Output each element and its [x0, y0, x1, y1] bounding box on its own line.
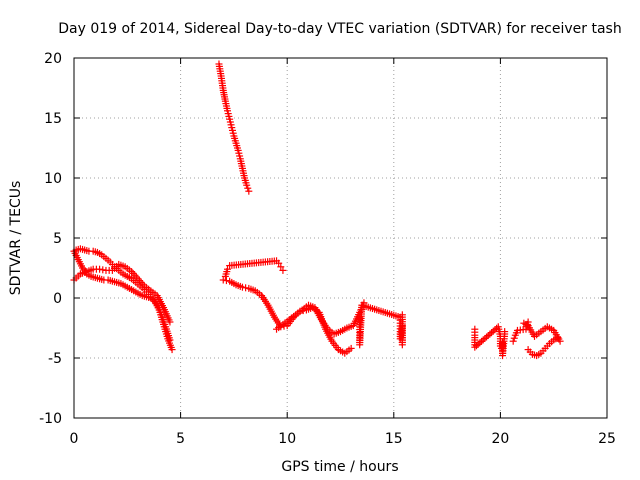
data-point	[166, 318, 174, 326]
grid	[74, 58, 607, 418]
data-point	[347, 344, 355, 352]
data-point	[524, 318, 532, 326]
data-points	[70, 60, 564, 360]
data-point	[275, 259, 283, 267]
data-point	[501, 328, 509, 336]
y-tick-label: 0	[53, 291, 62, 307]
y-tick-label: 5	[53, 231, 62, 247]
data-point	[277, 263, 285, 271]
y-tick-label: -5	[48, 351, 62, 367]
y-axis-label: SDTVAR / TECUs	[8, 181, 24, 296]
data-point	[166, 336, 174, 344]
data-point	[244, 184, 252, 192]
data-point	[398, 311, 406, 319]
y-tick-label: 20	[44, 51, 62, 67]
x-tick-label: 5	[176, 431, 185, 447]
data-point	[243, 181, 251, 189]
y-tick-label: 10	[44, 171, 62, 187]
data-point	[168, 346, 176, 354]
x-tick-label: 15	[385, 431, 403, 447]
x-tick-label: 0	[70, 431, 79, 447]
x-tick-label: 20	[491, 431, 509, 447]
data-point	[509, 337, 517, 345]
x-tick-label: 25	[598, 431, 616, 447]
y-tick-label: 15	[44, 111, 62, 127]
data-point	[279, 266, 287, 274]
chart-title: Day 019 of 2014, Sidereal Day-to-day VTE…	[58, 21, 621, 37]
data-point	[245, 187, 253, 195]
data-point	[510, 334, 518, 342]
y-tick-label: -10	[39, 411, 62, 427]
x-tick-label: 10	[278, 431, 296, 447]
axis-ticks: 0 5 10 15 20 25 -10 -5 0 5 10 15 20	[39, 51, 616, 447]
x-axis-label: GPS time / hours	[281, 459, 398, 475]
data-point	[520, 319, 528, 327]
data-point	[224, 265, 232, 273]
